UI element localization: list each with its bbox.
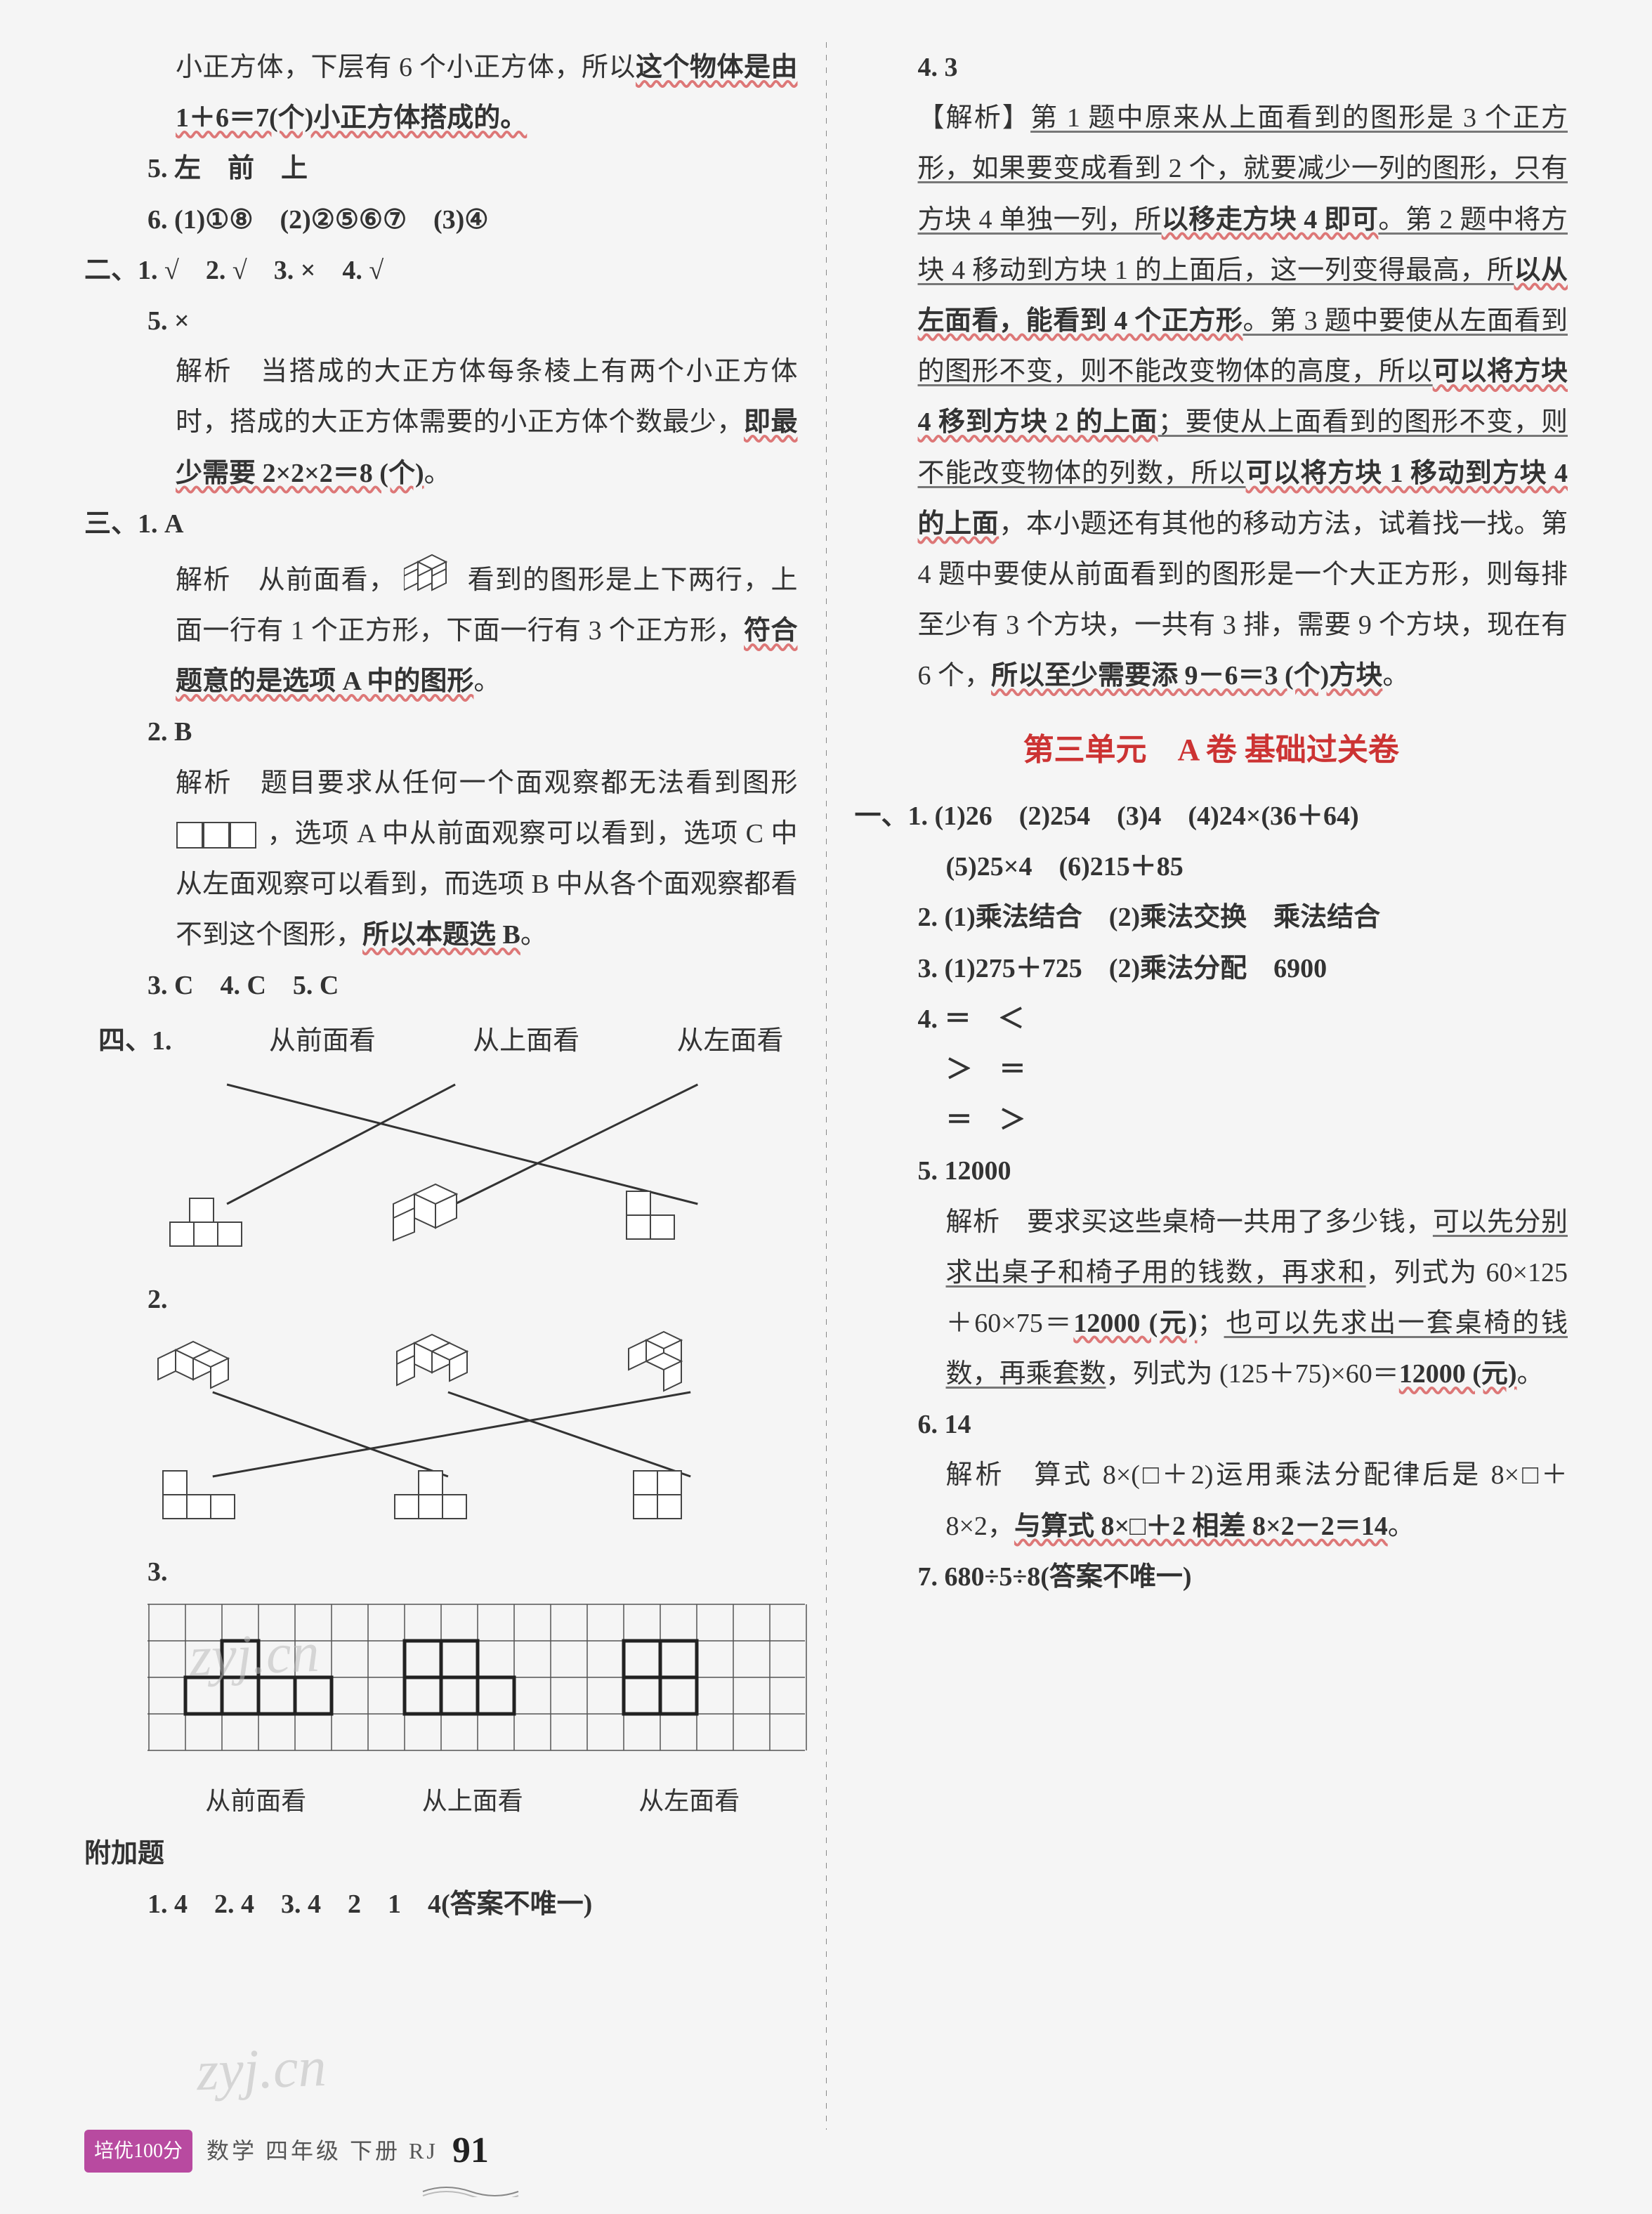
- u3-1b: (5)25×4 (6)215＋85: [855, 841, 1568, 892]
- explain-head: 【解析】: [918, 103, 1031, 133]
- text: 。: [1388, 1512, 1415, 1541]
- label: 从左面看: [638, 1777, 740, 1825]
- left-column: 小正方体，下层有 6 个小正方体，所以这个物体是由 1＋6＝7(个)小正方体搭成…: [84, 42, 798, 2130]
- shape-flat-a: [162, 1467, 246, 1540]
- section-4-3: 3.: [84, 1547, 798, 1597]
- long-explanation: 【解析】第 1 题中原来从上面看到的图形是 3 个正方形，如果要变成看到 2 个…: [855, 93, 1568, 701]
- text: 。: [1382, 661, 1409, 690]
- u3-4a: 4. ＝ ＜: [855, 994, 1568, 1044]
- label: 从上面看: [473, 1016, 579, 1066]
- section-3-1-explain: 解析 从前面看， 看到的图形是上下两行，上面一行有 1 个正方形，下面一行有 3…: [84, 549, 798, 707]
- section-3-head: 三、1. A: [84, 499, 798, 549]
- text: 小正方体，下层有 6 个小正方体，所以: [176, 53, 636, 82]
- inline-squares-icon: [176, 821, 260, 849]
- u3-2: 2. (1)乘法结合 (2)乘法交换 乘法结合: [855, 892, 1568, 943]
- text: 解析 从前面看，: [176, 565, 396, 595]
- label: 从左面看: [676, 1016, 783, 1066]
- u3-3: 3. (1)275＋725 (2)乘法分配 6900: [855, 943, 1568, 994]
- emphasis-text: 12000 (元): [1073, 1309, 1197, 1338]
- text: 。: [473, 667, 500, 696]
- u3-4b: ＞ ＝: [855, 1044, 1568, 1095]
- u3-5: 5. 12000: [855, 1146, 1568, 1196]
- footer-text: 数学 四年级 下册 RJ: [206, 2130, 438, 2173]
- answer-4-3: 4. 3: [855, 42, 1568, 93]
- footer-badge: 培优100分: [84, 2130, 192, 2173]
- emphasis-text: 与算式 8×□＋2 相差 8×2－2＝14: [1014, 1512, 1388, 1541]
- shape-iso-c: [618, 1329, 723, 1416]
- u3-6-explain: 解析 算式 8×(□＋2)运用乘法分配律后是 8×□＋8×2，与算式 8×□＋2…: [855, 1450, 1568, 1551]
- page-root: 小正方体，下层有 6 个小正方体，所以这个物体是由 1＋6＝7(个)小正方体搭成…: [0, 0, 1652, 2214]
- shape-L: [625, 1187, 716, 1267]
- grid-drawing-3: 从前面看 从上面看 从左面看: [84, 1603, 798, 1826]
- unit-title: 第三单元 A 卷 基础过关卷: [855, 721, 1568, 780]
- text: 解析 当搭成的大正方体每条棱上有两个小正方体时，搭成的大正方体需要的小正方体个数…: [176, 357, 798, 437]
- answer-5: 5. 左 前 上: [84, 143, 798, 194]
- extra-answers: 1. 4 2. 4 3. 4 2 1 4(答案不唯一): [84, 1879, 798, 1930]
- text: 。: [424, 459, 451, 488]
- right-column: 4. 3 【解析】第 1 题中原来从上面看到的图形是 3 个正方形，如果要变成看…: [855, 42, 1568, 2130]
- u3-4c: ＝ ＞: [855, 1095, 1568, 1146]
- u3-1: 一、1. (1)26 (2)254 (3)4 (4)24×(36＋64): [855, 791, 1568, 841]
- matching-diagram-1: 四、1. 从前面看 从上面看 从左面看: [84, 1016, 798, 1267]
- section-2-explain: 解析 当搭成的大正方体每条棱上有两个小正方体时，搭成的大正方体需要的小正方体个数…: [84, 346, 798, 499]
- text: ，列式为 (125＋75)×60＝: [1106, 1359, 1399, 1389]
- emphasis-text: 以移走方块 4 即可: [1162, 205, 1379, 235]
- text: ；: [1198, 1309, 1224, 1338]
- text: 解析 题目要求从任何一个面观察都无法看到图形: [176, 768, 798, 798]
- u3-7: 7. 680÷5÷8(答案不唯一): [855, 1552, 1568, 1602]
- emphasis-text: 12000 (元): [1399, 1359, 1517, 1389]
- body-text: 小正方体，下层有 6 个小正方体，所以这个物体是由 1＋6＝7(个)小正方体搭成…: [84, 42, 798, 143]
- page-number-value: 91: [452, 2130, 489, 2170]
- match-canvas-2: [84, 1329, 798, 1540]
- page-num-decoration-icon: [421, 2182, 520, 2197]
- matching-diagram-2: [84, 1329, 798, 1540]
- grid-labels: 从前面看 从上面看 从左面看: [148, 1777, 798, 1825]
- text: 。: [1517, 1359, 1544, 1389]
- match-canvas-1: [84, 1070, 798, 1267]
- shape-iso: [386, 1180, 485, 1267]
- section-4-head: 四、1.: [98, 1016, 172, 1066]
- u3-6: 6. 14: [855, 1399, 1568, 1450]
- section-4-2: 2.: [84, 1274, 798, 1325]
- section-3-345: 3. C 4. C 5. C: [84, 960, 798, 1011]
- page-number: 91: [452, 2116, 489, 2186]
- section-3-2-explain: 解析 题目要求从任何一个面观察都无法看到图形 ，选项 A 中从前面观察可以看到，…: [84, 758, 798, 961]
- section-2-head: 二、1. √ 2. √ 3. × 4. √: [84, 245, 798, 296]
- grid-svg: [148, 1603, 808, 1757]
- text: 解析 要求买这些桌椅一共用了多少钱，: [946, 1207, 1433, 1237]
- shape-flat: [169, 1194, 274, 1267]
- section-3-2: 2. B: [84, 707, 798, 757]
- label: 从上面看: [422, 1777, 523, 1825]
- shape-iso-a: [155, 1329, 260, 1416]
- answer-6: 6. (1)①⑧ (2)②⑤⑥⑦ (3)④: [84, 195, 798, 245]
- shape-flat-c: [632, 1467, 709, 1540]
- page-footer: 培优100分 数学 四年级 下册 RJ 91: [0, 2116, 1652, 2186]
- inline-cube-icon: [404, 549, 460, 596]
- label: 从前面看: [205, 1777, 306, 1825]
- extra-head: 附加题: [84, 1828, 798, 1879]
- label: 从前面看: [269, 1016, 376, 1066]
- matching-labels: 四、1. 从前面看 从上面看 从左面看: [84, 1016, 798, 1070]
- shape-iso-b: [379, 1329, 492, 1416]
- text: 。: [520, 920, 547, 950]
- emphasis-text: 所以本题选 B: [362, 920, 520, 950]
- emphasis-text: 所以至少需要添 9－6＝3 (个)方块: [991, 661, 1382, 690]
- shape-flat-b: [393, 1467, 471, 1540]
- column-divider: [826, 42, 827, 2130]
- u3-5-explain: 解析 要求买这些桌椅一共用了多少钱，可以先分别求出桌子和椅子用的钱数，再求和，列…: [855, 1197, 1568, 1400]
- section-2-5: 5. ×: [84, 296, 798, 346]
